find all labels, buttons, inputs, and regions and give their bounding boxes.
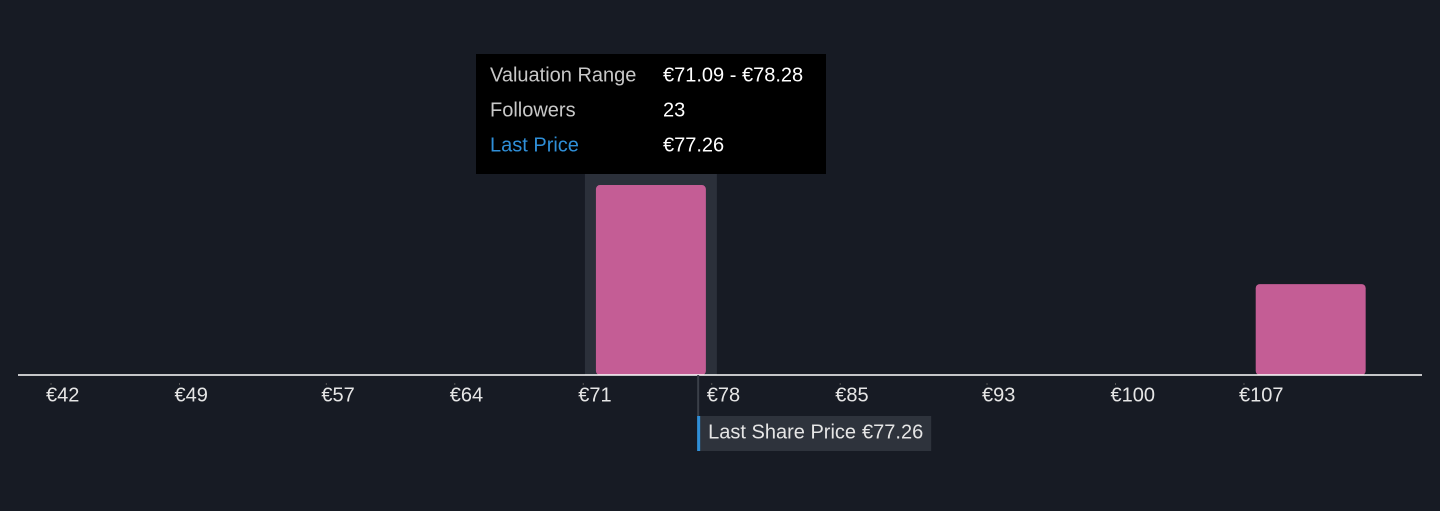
last-price-box (698, 416, 932, 451)
tooltip: Valuation Range €71.09 - €78.28 Followers 2… (476, 54, 826, 174)
bar (1255, 284, 1366, 375)
x-tick-label: €49 (175, 384, 208, 406)
x-tick-label: €71 (578, 384, 611, 406)
bar (595, 185, 706, 375)
tooltip-value: 23 (663, 99, 685, 121)
x-tick-label: €107 (1239, 384, 1284, 406)
last-price-accent (697, 416, 701, 451)
tooltip-value: €71.09 - €78.28 (663, 64, 803, 86)
x-tick-label: €64 (450, 384, 483, 406)
x-tick-label: €93 (982, 384, 1015, 406)
last-price-label: Last Share Price €77.26 (697, 416, 932, 451)
tooltip-label: Followers (490, 99, 576, 121)
tooltip-box (476, 54, 826, 174)
tooltip-label: Valuation Range (490, 64, 636, 86)
x-tick-label: €42 (46, 384, 79, 406)
x-tick-label: €78 (707, 384, 740, 406)
x-tick-label: €85 (835, 384, 868, 406)
tooltip-value: €77.26 (663, 134, 724, 156)
tooltip-label: Last Price (490, 134, 579, 156)
last-price-title: Last Share Price (708, 421, 856, 443)
x-tick-label: €100 (1111, 384, 1156, 406)
last-price-value: €77.26 (862, 421, 923, 443)
x-tick-label: €57 (321, 384, 354, 406)
